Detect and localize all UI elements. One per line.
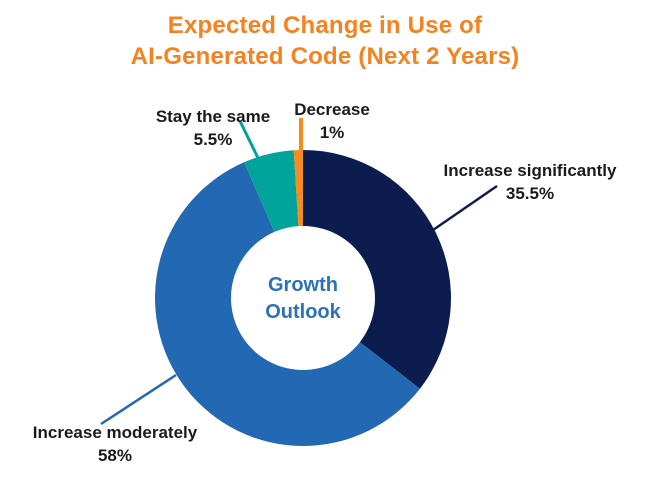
slice-label-text: Decrease — [294, 100, 370, 119]
label-decrease: Decrease 1% — [294, 98, 370, 144]
label-increase-moderately: Increase moderately 58% — [33, 421, 197, 467]
slice-value-text: 35.5% — [505, 184, 555, 203]
slice-value-text: 58% — [97, 446, 133, 465]
slice-decrease — [293, 150, 303, 227]
leader-line-increase-moderately — [100, 373, 177, 426]
leader-line-increase-significantly — [432, 184, 498, 232]
slice-label-text: Increase significantly — [443, 161, 617, 180]
leader-line-stay-the-same — [238, 120, 260, 159]
slice-increase-significantly — [303, 150, 451, 389]
slice-value-text: 1% — [319, 123, 345, 142]
label-stay-the-same: Stay the same 5.5% — [156, 105, 270, 151]
slice-label-text: Stay the same — [155, 107, 271, 126]
slice-stay-the-same — [244, 150, 299, 232]
donut-slices — [154, 150, 451, 446]
donut-center-label: Growth Outlook — [265, 272, 341, 326]
chart-title-line2: AI-Generated Code (Next 2 Years) — [130, 43, 520, 70]
slice-label-text: Increase moderately — [32, 423, 198, 442]
center-label-line2: Outlook — [265, 301, 341, 323]
center-label-line1: Growth — [267, 274, 338, 296]
chart-title-line1: Expected Change in Use of — [167, 12, 483, 39]
chart-title: Expected Change in Use of AI-Generated C… — [0, 10, 650, 72]
slice-increase-moderately — [154, 162, 420, 446]
label-increase-significantly: Increase significantly 35.5% — [444, 159, 617, 205]
slice-value-text: 5.5% — [193, 130, 233, 149]
leader-lines — [100, 118, 498, 426]
